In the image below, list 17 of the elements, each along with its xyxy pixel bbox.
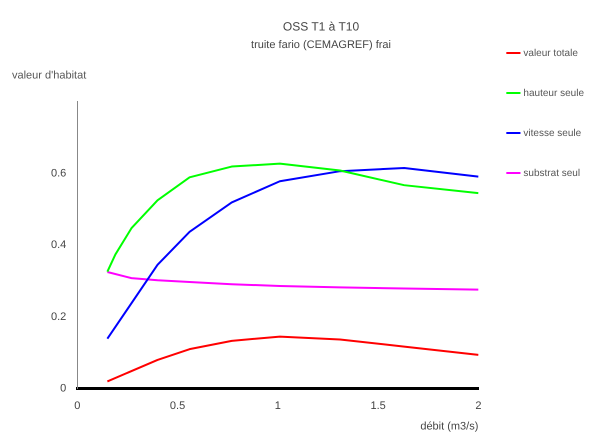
x-tick-label: 2 [475, 400, 482, 412]
legend-label: substrat seul [523, 168, 580, 179]
x-tick-label: 1 [274, 400, 281, 412]
legend-label: valeur totale [523, 48, 578, 59]
y-tick-label: 0.6 [50, 167, 66, 180]
chart-subtitle: truite fario (CEMAGREF) frai [251, 39, 391, 52]
x-axis-title: débit (m3/s) [420, 420, 478, 432]
y-tick-label: 0 [60, 382, 66, 395]
x-tick-label: 0.5 [170, 400, 186, 412]
x-tick-label: 0 [74, 400, 80, 412]
y-axis-title: valeur d'habitat [12, 70, 86, 82]
y-tick-label: 0.4 [50, 239, 66, 252]
x-tick-label: 1.5 [370, 400, 386, 412]
legend-label: vitesse seule [523, 128, 582, 139]
chart-title: OSS T1 à T10 [282, 20, 360, 34]
legend-label: hauteur seule [523, 88, 584, 99]
y-tick-label: 0.2 [50, 310, 66, 323]
